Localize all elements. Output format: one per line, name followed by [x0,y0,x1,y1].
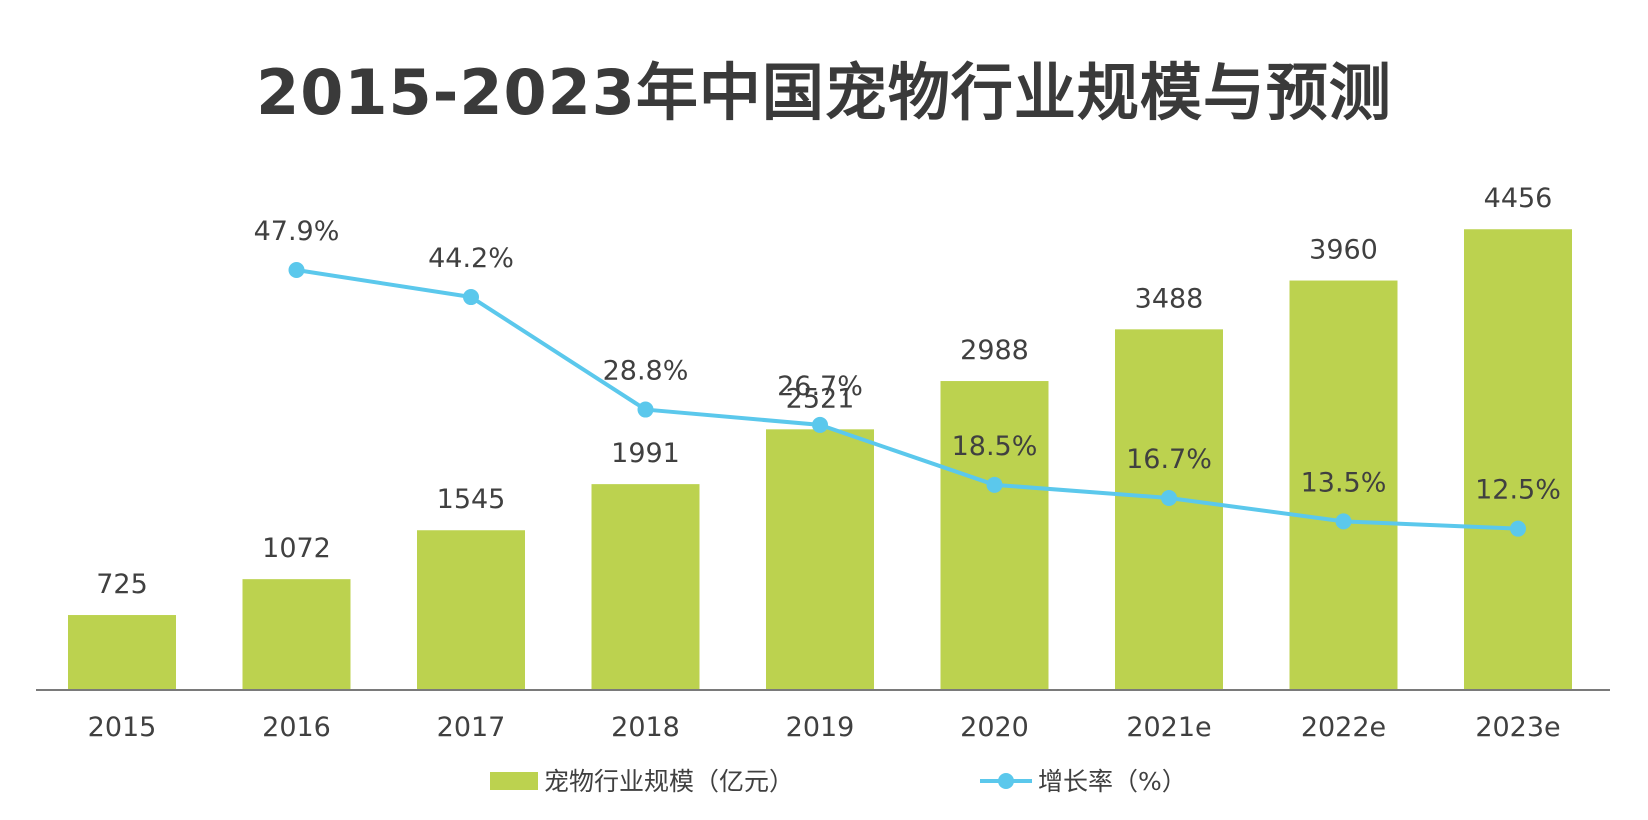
growth-rate-point-2020 [986,476,1003,493]
x-tick-label-2020: 2020 [960,712,1029,743]
legend-line-label: 增长率（%） [1038,767,1187,796]
x-tick-label-2018: 2018 [611,712,680,743]
x-tick-label-2021e: 2021e [1126,712,1211,743]
legend-bar-swatch [490,772,538,790]
bar-2022e [1289,280,1398,690]
x-tick-label-2017: 2017 [437,712,506,743]
growth-rate-label-2022e: 13.5% [1301,467,1387,498]
growth-rate-label-2019: 26.7% [777,371,863,402]
growth-rate-point-2021e [1161,489,1177,506]
bar-label-2016: 1072 [262,533,331,564]
growth-rate-label-2018: 28.8% [603,356,689,387]
bar-2017 [417,530,525,690]
bar-label-2021e: 3488 [1135,283,1204,314]
bar-2023e [1464,229,1572,690]
bar-2016 [242,579,351,690]
x-tick-label-2022e: 2022e [1301,712,1386,743]
bar-label-2018: 1991 [611,438,680,469]
bar-label-2015: 725 [96,569,148,600]
growth-rate-label-2016: 47.9% [254,216,340,247]
bar-label-2022e: 3960 [1309,235,1378,266]
growth-rate-label-2023e: 12.5% [1475,475,1561,506]
bar-2018 [591,484,700,690]
growth-rate-label-2021e: 16.7% [1126,444,1212,475]
growth-rate-point-2022e [1335,513,1352,530]
growth-rate-point-2019 [812,416,828,433]
x-tick-label-2015: 2015 [88,712,157,743]
bar-label-2023e: 4456 [1484,183,1553,214]
bar-2020 [940,381,1049,690]
growth-rate-point-2023e [1510,520,1526,537]
bar-2019 [766,429,874,690]
legend-bar-label: 宠物行业规模（亿元） [544,767,794,796]
x-tick-label-2016: 2016 [262,712,331,743]
chart-title: 2015-2023年中国宠物行业规模与预测 [256,56,1392,129]
growth-rate-point-2016 [288,262,305,278]
bar-label-2017: 1545 [437,484,506,515]
growth-rate-line [296,268,1519,531]
bar-label-2019: 2521 [786,383,855,414]
growth-rate-label-2020: 18.5% [952,431,1038,462]
growth-rate-point-2018 [637,401,654,418]
bar-label-2020: 2988 [960,335,1029,366]
growth-rate-label-2017: 44.2% [428,243,514,274]
x-tick-label-2019: 2019 [786,712,855,743]
x-tick-label-2023e: 2023e [1475,712,1560,743]
bar-2021e [1115,329,1223,690]
growth-rate-point-2017 [463,289,479,306]
bar-2015 [68,615,176,690]
legend-line-marker [998,773,1014,789]
